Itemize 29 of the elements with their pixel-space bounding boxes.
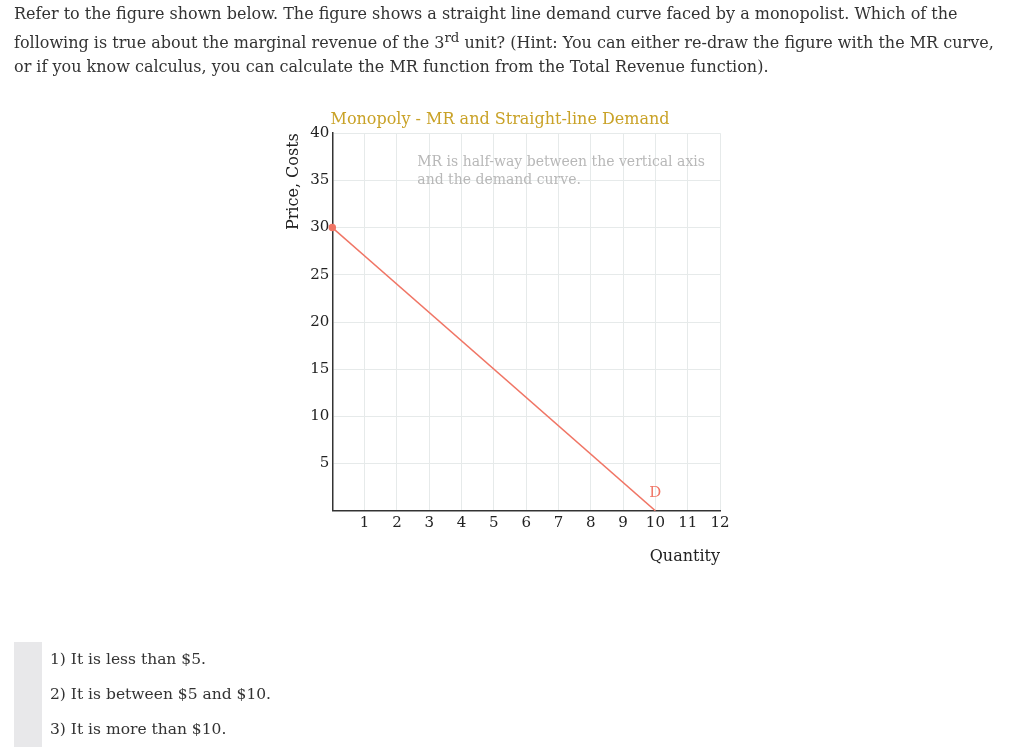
y-tick-label: 5 [319, 453, 330, 472]
x-tick-label: 11 [678, 512, 698, 531]
x-tick-label: 5 [489, 512, 499, 531]
y-tick-label: 20 [310, 311, 330, 330]
y-axis-title: Price, Costs [282, 133, 302, 231]
annotation: MR is half-way between the vertical axis and the demand curve. [417, 152, 705, 187]
x-tick-label: 4 [456, 512, 467, 531]
y-tick-label: 15 [310, 359, 330, 378]
x-tick-label: 1 [359, 512, 370, 531]
text: 1) It is less than $5. [50, 649, 207, 670]
x-tick-label: 3 [424, 512, 434, 531]
x-tick-label: 10 [645, 512, 665, 531]
y-tick-label: 25 [310, 264, 330, 283]
text: Refer to the figure shown below. The figure shows a straight line demand curve faced by a monopolist. Which of the following is true about the marginal revenue of the 3$^{rd}$ unit? (Hint: You can either re-draw the figure with the MR curve, or if you know calculus, you can calculate the MR function from the Total Revenue function). [14, 3, 995, 79]
y-tick-label: 10 [310, 406, 330, 425]
y-tick-label: 35 [310, 170, 330, 189]
text: 2) It is between $5 and $10. [50, 684, 272, 705]
y-tick-label: 30 [310, 217, 330, 236]
x-tick-label: 7 [553, 512, 564, 531]
x-tick-label: 12 [710, 512, 730, 531]
x-tick-label: 8 [585, 512, 596, 531]
x-tick-label: 9 [618, 512, 628, 531]
chart-title: Monopoly - MR and Straight-line Demand [330, 108, 670, 128]
text: 3) It is more than $10. [50, 719, 228, 740]
series-label: D [649, 483, 662, 502]
x-axis-title: Quantity [649, 545, 720, 565]
y-tick-label: 40 [310, 123, 330, 142]
x-tick-label: 6 [521, 512, 531, 531]
x-tick-label: 2 [392, 512, 402, 531]
